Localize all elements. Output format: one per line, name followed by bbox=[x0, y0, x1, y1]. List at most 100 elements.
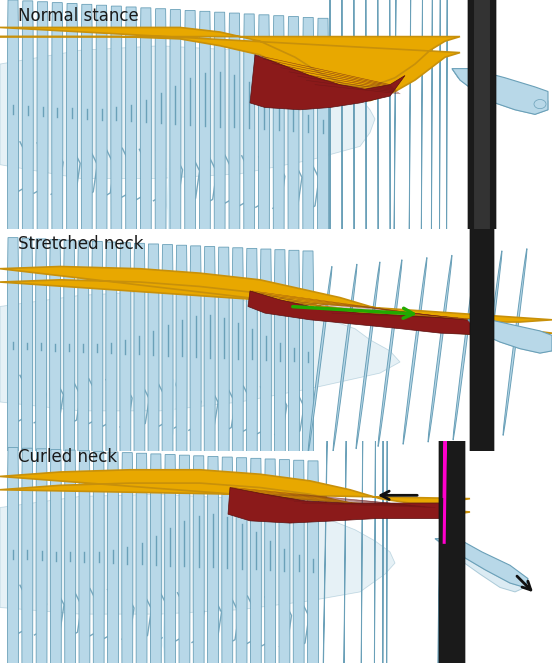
Ellipse shape bbox=[450, 0, 520, 663]
FancyBboxPatch shape bbox=[52, 3, 63, 259]
FancyBboxPatch shape bbox=[293, 460, 304, 663]
FancyBboxPatch shape bbox=[8, 237, 19, 487]
FancyBboxPatch shape bbox=[140, 8, 151, 264]
FancyBboxPatch shape bbox=[78, 241, 89, 489]
Polygon shape bbox=[468, 320, 552, 353]
Polygon shape bbox=[468, 318, 552, 353]
Ellipse shape bbox=[401, 0, 419, 663]
Ellipse shape bbox=[376, 0, 380, 663]
Ellipse shape bbox=[453, 253, 477, 440]
FancyBboxPatch shape bbox=[36, 449, 47, 663]
FancyBboxPatch shape bbox=[273, 16, 284, 272]
FancyBboxPatch shape bbox=[108, 452, 119, 663]
FancyBboxPatch shape bbox=[236, 457, 247, 663]
Ellipse shape bbox=[342, 0, 343, 663]
Polygon shape bbox=[452, 68, 548, 114]
FancyBboxPatch shape bbox=[184, 11, 195, 267]
FancyBboxPatch shape bbox=[218, 247, 229, 496]
Ellipse shape bbox=[353, 0, 355, 663]
Ellipse shape bbox=[333, 264, 357, 451]
Text: Stretched neck: Stretched neck bbox=[18, 235, 144, 253]
FancyBboxPatch shape bbox=[208, 456, 219, 663]
Polygon shape bbox=[0, 494, 395, 614]
FancyBboxPatch shape bbox=[92, 241, 103, 490]
FancyBboxPatch shape bbox=[162, 245, 173, 493]
Circle shape bbox=[474, 0, 490, 663]
Ellipse shape bbox=[308, 267, 332, 453]
Polygon shape bbox=[435, 538, 525, 592]
FancyBboxPatch shape bbox=[302, 17, 314, 274]
Ellipse shape bbox=[382, 0, 392, 663]
FancyBboxPatch shape bbox=[81, 5, 92, 261]
Ellipse shape bbox=[442, 0, 453, 663]
Ellipse shape bbox=[450, 0, 529, 663]
FancyBboxPatch shape bbox=[264, 459, 275, 663]
Polygon shape bbox=[250, 55, 405, 110]
Ellipse shape bbox=[352, 0, 372, 663]
FancyBboxPatch shape bbox=[148, 244, 159, 493]
FancyBboxPatch shape bbox=[50, 239, 61, 488]
Text: Curled neck: Curled neck bbox=[18, 448, 117, 465]
FancyBboxPatch shape bbox=[122, 453, 133, 663]
FancyBboxPatch shape bbox=[164, 455, 176, 663]
Circle shape bbox=[470, 0, 494, 663]
FancyBboxPatch shape bbox=[232, 248, 243, 497]
FancyBboxPatch shape bbox=[246, 249, 257, 497]
Ellipse shape bbox=[388, 0, 392, 663]
FancyBboxPatch shape bbox=[199, 11, 210, 267]
FancyBboxPatch shape bbox=[22, 1, 33, 257]
FancyBboxPatch shape bbox=[302, 251, 314, 500]
FancyBboxPatch shape bbox=[37, 2, 48, 258]
FancyBboxPatch shape bbox=[136, 453, 147, 663]
Ellipse shape bbox=[428, 255, 452, 442]
Polygon shape bbox=[0, 46, 375, 178]
Ellipse shape bbox=[424, 0, 439, 663]
Ellipse shape bbox=[403, 257, 427, 444]
FancyBboxPatch shape bbox=[63, 240, 75, 489]
Polygon shape bbox=[0, 470, 470, 516]
FancyBboxPatch shape bbox=[65, 450, 76, 663]
FancyBboxPatch shape bbox=[79, 451, 90, 663]
Ellipse shape bbox=[376, 0, 390, 663]
FancyBboxPatch shape bbox=[258, 15, 269, 271]
FancyBboxPatch shape bbox=[96, 5, 107, 261]
Polygon shape bbox=[228, 487, 445, 523]
FancyBboxPatch shape bbox=[8, 0, 19, 256]
FancyBboxPatch shape bbox=[229, 13, 240, 269]
Ellipse shape bbox=[534, 99, 546, 109]
FancyBboxPatch shape bbox=[193, 455, 204, 663]
FancyBboxPatch shape bbox=[288, 17, 299, 272]
FancyBboxPatch shape bbox=[120, 243, 131, 491]
FancyBboxPatch shape bbox=[222, 457, 233, 663]
FancyBboxPatch shape bbox=[243, 14, 254, 270]
Ellipse shape bbox=[433, 0, 447, 663]
Polygon shape bbox=[0, 291, 400, 411]
FancyBboxPatch shape bbox=[106, 242, 117, 491]
FancyBboxPatch shape bbox=[93, 452, 104, 663]
Ellipse shape bbox=[367, 0, 384, 663]
Polygon shape bbox=[0, 27, 460, 101]
FancyBboxPatch shape bbox=[170, 9, 181, 266]
Ellipse shape bbox=[412, 0, 468, 663]
FancyBboxPatch shape bbox=[134, 243, 145, 492]
Ellipse shape bbox=[334, 0, 356, 663]
FancyBboxPatch shape bbox=[214, 12, 225, 269]
Ellipse shape bbox=[314, 0, 337, 663]
FancyBboxPatch shape bbox=[307, 461, 319, 663]
FancyBboxPatch shape bbox=[289, 251, 299, 499]
FancyBboxPatch shape bbox=[317, 19, 328, 274]
FancyBboxPatch shape bbox=[190, 246, 201, 495]
Polygon shape bbox=[0, 267, 552, 335]
FancyBboxPatch shape bbox=[155, 9, 166, 265]
Ellipse shape bbox=[356, 262, 380, 449]
Circle shape bbox=[439, 0, 465, 663]
FancyBboxPatch shape bbox=[111, 6, 122, 263]
FancyBboxPatch shape bbox=[35, 239, 46, 488]
Polygon shape bbox=[248, 291, 490, 335]
FancyBboxPatch shape bbox=[176, 245, 187, 494]
FancyBboxPatch shape bbox=[150, 454, 161, 663]
Ellipse shape bbox=[414, 0, 430, 663]
Ellipse shape bbox=[478, 251, 502, 438]
FancyBboxPatch shape bbox=[8, 448, 19, 663]
Ellipse shape bbox=[378, 260, 402, 447]
